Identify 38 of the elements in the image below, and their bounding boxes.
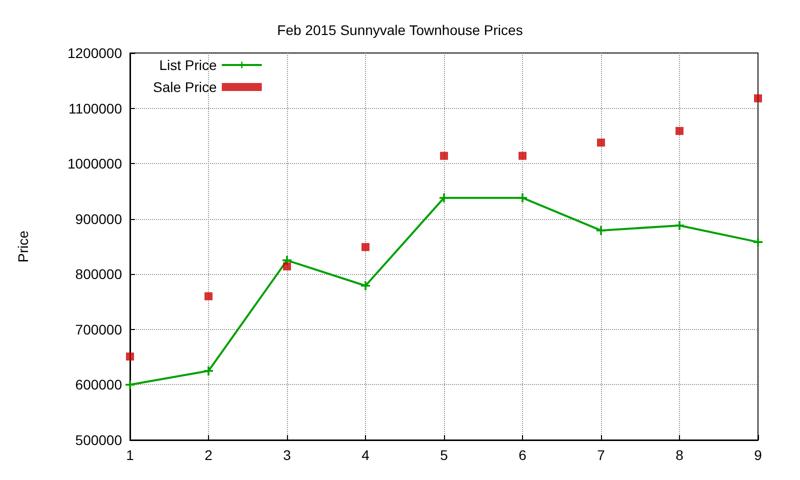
y-axis-title: Price (15, 230, 31, 262)
point (440, 193, 448, 202)
point (518, 193, 527, 202)
x-tick-label: 9 (754, 447, 762, 463)
point (126, 352, 134, 361)
point (283, 262, 291, 270)
y-tick-label: 600000 (75, 376, 122, 393)
y-tick-label: 900000 (75, 210, 122, 227)
legend-label: Sale Price (152, 79, 218, 95)
point (676, 126, 684, 135)
x-tick-label: 1 (126, 447, 134, 463)
x-tick-label: 2 (204, 447, 213, 463)
point (675, 220, 684, 230)
point (596, 226, 606, 235)
x-tick-label: 5 (440, 447, 448, 463)
point (754, 238, 762, 247)
point (754, 94, 762, 102)
x-tick-label: 8 (676, 447, 684, 463)
point (126, 380, 134, 390)
legend-label: List Price (159, 57, 218, 73)
y-tick-label: 700000 (75, 321, 122, 338)
point (597, 138, 605, 147)
x-tick-label: 3 (283, 447, 292, 463)
y-tick-label: 500000 (75, 432, 122, 448)
point (440, 152, 448, 160)
y-tick-label: 1100000 (68, 100, 122, 116)
x-tick-label: 7 (597, 447, 606, 463)
x-tick-label: 4 (362, 447, 370, 463)
point (361, 281, 370, 290)
point (204, 292, 212, 300)
y-tick-label: 1200000 (67, 45, 122, 61)
y-tick-label: 800000 (75, 266, 122, 282)
point (518, 152, 526, 160)
point (362, 243, 370, 252)
point (204, 366, 213, 376)
chart-title: Feb 2015 Sunnyvale Townhouse Prices (277, 22, 523, 38)
y-tick-label: 1000000 (67, 156, 122, 172)
x-tick-label: 6 (518, 447, 527, 463)
